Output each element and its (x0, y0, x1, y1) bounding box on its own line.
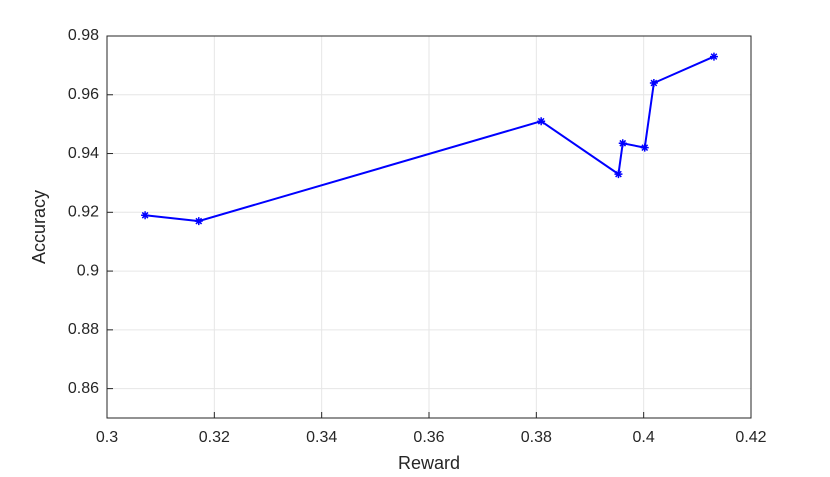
y-tick-label: 0.94 (68, 145, 99, 162)
data-point (640, 143, 649, 152)
x-tick-label: 0.4 (633, 429, 655, 446)
y-tick-label: 0.88 (68, 321, 99, 338)
data-point (614, 170, 623, 179)
data-point (649, 79, 658, 88)
x-axis-label: Reward (398, 453, 460, 473)
x-tick-label: 0.42 (735, 429, 766, 446)
data-point (194, 217, 203, 226)
x-tick-label: 0.34 (306, 429, 337, 446)
x-tick-label: 0.38 (521, 429, 552, 446)
x-tick-label: 0.32 (199, 429, 230, 446)
y-tick-label: 0.92 (68, 204, 99, 221)
data-point (618, 139, 627, 148)
data-point (141, 211, 150, 220)
y-axis-label: Accuracy (29, 190, 49, 264)
data-point (709, 52, 718, 61)
y-tick-label: 0.9 (77, 262, 99, 279)
x-tick-label: 0.3 (96, 429, 118, 446)
y-tick-label: 0.86 (68, 380, 99, 397)
data-point (537, 117, 546, 126)
x-tick-label: 0.36 (413, 429, 444, 446)
data-line (144, 55, 715, 223)
y-tick-label: 0.98 (68, 27, 99, 44)
y-tick-label: 0.96 (68, 86, 99, 103)
